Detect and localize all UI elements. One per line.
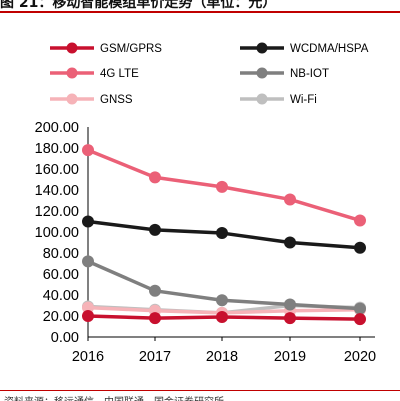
data-point <box>149 312 161 325</box>
legend-label: Wi-Fi <box>290 94 317 106</box>
data-point <box>149 223 161 236</box>
x-tick-label: 2019 <box>274 349 306 365</box>
x-tick-label: 2020 <box>344 349 376 365</box>
y-tick-label: 160.00 <box>35 162 79 178</box>
y-tick-label: 20.00 <box>43 309 79 325</box>
y-tick-label: 180.00 <box>35 141 79 157</box>
x-tick-labels: 2016 2017 2018 2019 2020 <box>72 337 376 365</box>
data-point <box>82 144 94 157</box>
data-point <box>354 241 366 254</box>
data-point <box>216 294 228 307</box>
data-point <box>354 214 366 227</box>
legend-swatch-marker <box>66 42 78 54</box>
data-point <box>82 310 94 322</box>
footer-bar: 资料来源：移远通信，中国联通，国金证券研究所 <box>0 390 400 401</box>
legend-swatch-marker <box>256 67 268 79</box>
data-point <box>82 301 94 314</box>
y-tick-label: 140.00 <box>35 183 79 199</box>
legend-item: GSM/GPRS <box>50 42 162 55</box>
chart-legend: GSM/GPRS WCDMA/HSPA 4G LTE NB-IOT GNSS Wi-Fi <box>50 42 369 106</box>
y-tick-label: 0.00 <box>51 330 79 346</box>
data-point <box>284 236 296 249</box>
series-gsm-gprs <box>82 310 366 326</box>
legend-label: GSM/GPRS <box>100 43 162 55</box>
legend-label: NB-IOT <box>290 68 329 80</box>
x-tick-label: 2016 <box>72 349 104 365</box>
figure-source: 资料来源：移远通信，中国联通，国金证券研究所 <box>4 393 224 401</box>
data-point <box>149 284 161 297</box>
legend-swatch-marker <box>66 67 78 79</box>
y-tick-label: 40.00 <box>43 288 79 304</box>
y-tick-label: 100.00 <box>35 225 79 241</box>
chart-series <box>82 144 366 326</box>
legend-item: Wi-Fi <box>240 93 317 106</box>
legend-item: 4G LTE <box>50 67 139 80</box>
legend-item: WCDMA/HSPA <box>240 42 369 55</box>
legend-label: WCDMA/HSPA <box>290 43 369 55</box>
legend-swatch-marker <box>66 93 78 105</box>
data-point <box>284 312 296 325</box>
legend-swatch-marker <box>256 93 268 105</box>
y-tick-label: 60.00 <box>43 267 79 283</box>
legend-item: GNSS <box>50 93 133 106</box>
y-tick-label: 200.00 <box>35 120 79 136</box>
legend-swatch-marker <box>256 42 268 54</box>
legend-label: GNSS <box>100 94 133 106</box>
figure-title-bar: 图 21：移动智能模组单价走势（单位：元） <box>0 0 400 13</box>
y-tick-label: 120.00 <box>35 204 79 220</box>
data-point <box>216 311 228 324</box>
y-tick-label: 80.00 <box>43 246 79 262</box>
x-tick-label: 2018 <box>206 349 238 365</box>
series-4g-lte <box>82 144 366 227</box>
data-point <box>82 215 94 228</box>
series-wcdma-hspa <box>82 215 366 254</box>
figure-title: 图 21：移动智能模组单价走势（单位：元） <box>0 0 277 11</box>
x-tick-label: 2017 <box>139 349 171 365</box>
data-point <box>82 255 94 268</box>
data-point <box>216 227 228 240</box>
legend-label: 4G LTE <box>100 68 139 80</box>
series-nb-iot <box>82 255 366 315</box>
y-tick-labels: 0.00 20.00 40.00 60.00 80.00 100.00 120.00 140.… <box>35 120 79 346</box>
data-point <box>354 302 366 315</box>
data-point <box>284 298 296 311</box>
data-point <box>216 180 228 193</box>
data-point <box>149 171 161 184</box>
data-point <box>284 193 296 206</box>
legend-item: NB-IOT <box>240 67 329 80</box>
data-point <box>354 313 366 326</box>
